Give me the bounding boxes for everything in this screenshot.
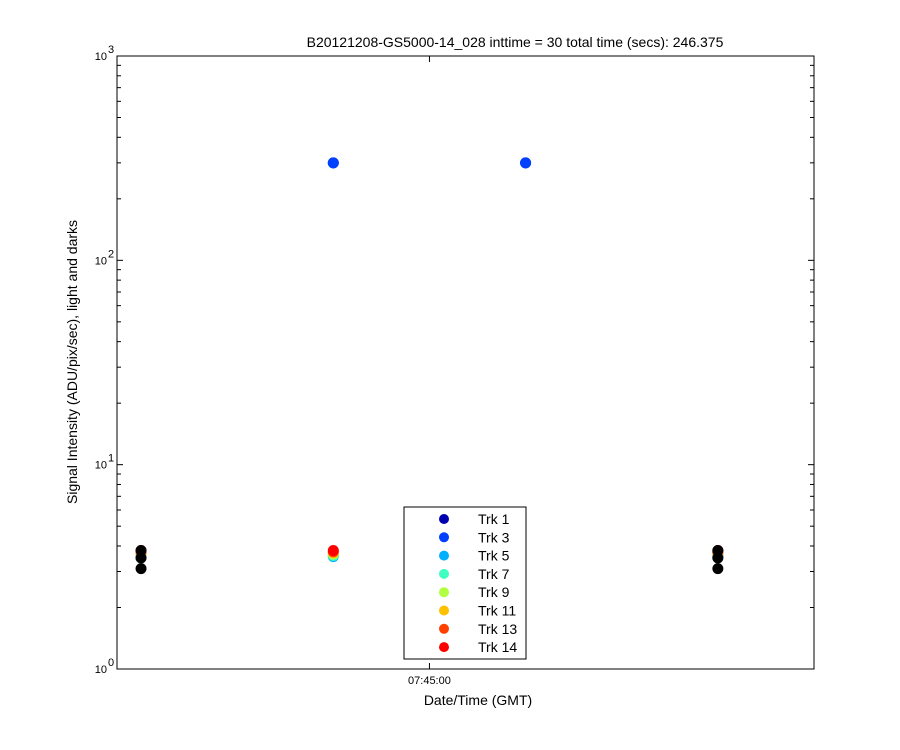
data-point [327,157,339,169]
x-axis-ticks: 07:45:00 [408,56,451,687]
legend-entry-label: Trk 14 [478,639,517,655]
x-tick-label: 07:45:00 [408,675,451,687]
legend-entry-label: Trk 1 [478,511,510,527]
y-tick-label: 10 [95,255,107,267]
data-point [135,545,147,557]
data-point [135,563,147,575]
y-tick-exponent: 1 [108,453,114,465]
legend-marker [439,568,449,579]
legend-entry-label: Trk 9 [478,584,510,600]
legend-entry-label: Trk 7 [478,566,510,582]
legend-entry-label: Trk 11 [478,603,516,619]
data-points [135,157,724,575]
legend-marker [439,550,449,561]
y-tick-label: 10 [95,460,107,472]
y-tick-exponent: 3 [108,44,114,56]
data-point [520,157,532,169]
data-point [327,545,339,557]
legend-marker [439,642,449,653]
legend: Trk 1 Trk 3 Trk 5 Trk 7 Trk 9 Trk 11 Trk 13 Trk… [403,506,527,660]
chart-title: B20121208-GS5000-14_028 inttime = 30 tot… [307,34,724,50]
data-point [712,563,724,575]
y-tick-exponent: 2 [108,248,114,260]
y-tick-exponent: 0 [108,657,114,669]
legend-marker [439,587,449,598]
legend-box [403,506,527,660]
legend-entry-label: Trk 3 [478,529,510,545]
x-axis-label: Date/Time (GMT) [424,692,532,708]
legend-marker [439,605,449,616]
y-axis-label: Signal Intensity (ADU/pix/sec), light an… [64,220,80,504]
y-tick-label: 10 [95,664,107,676]
data-point [712,545,724,557]
legend-marker [439,532,449,543]
legend-marker [439,514,449,524]
legend-marker [439,623,449,634]
legend-entry-label: Trk 13 [478,621,517,637]
legend-entry-label: Trk 5 [478,548,510,564]
y-tick-label: 10 [95,51,107,63]
